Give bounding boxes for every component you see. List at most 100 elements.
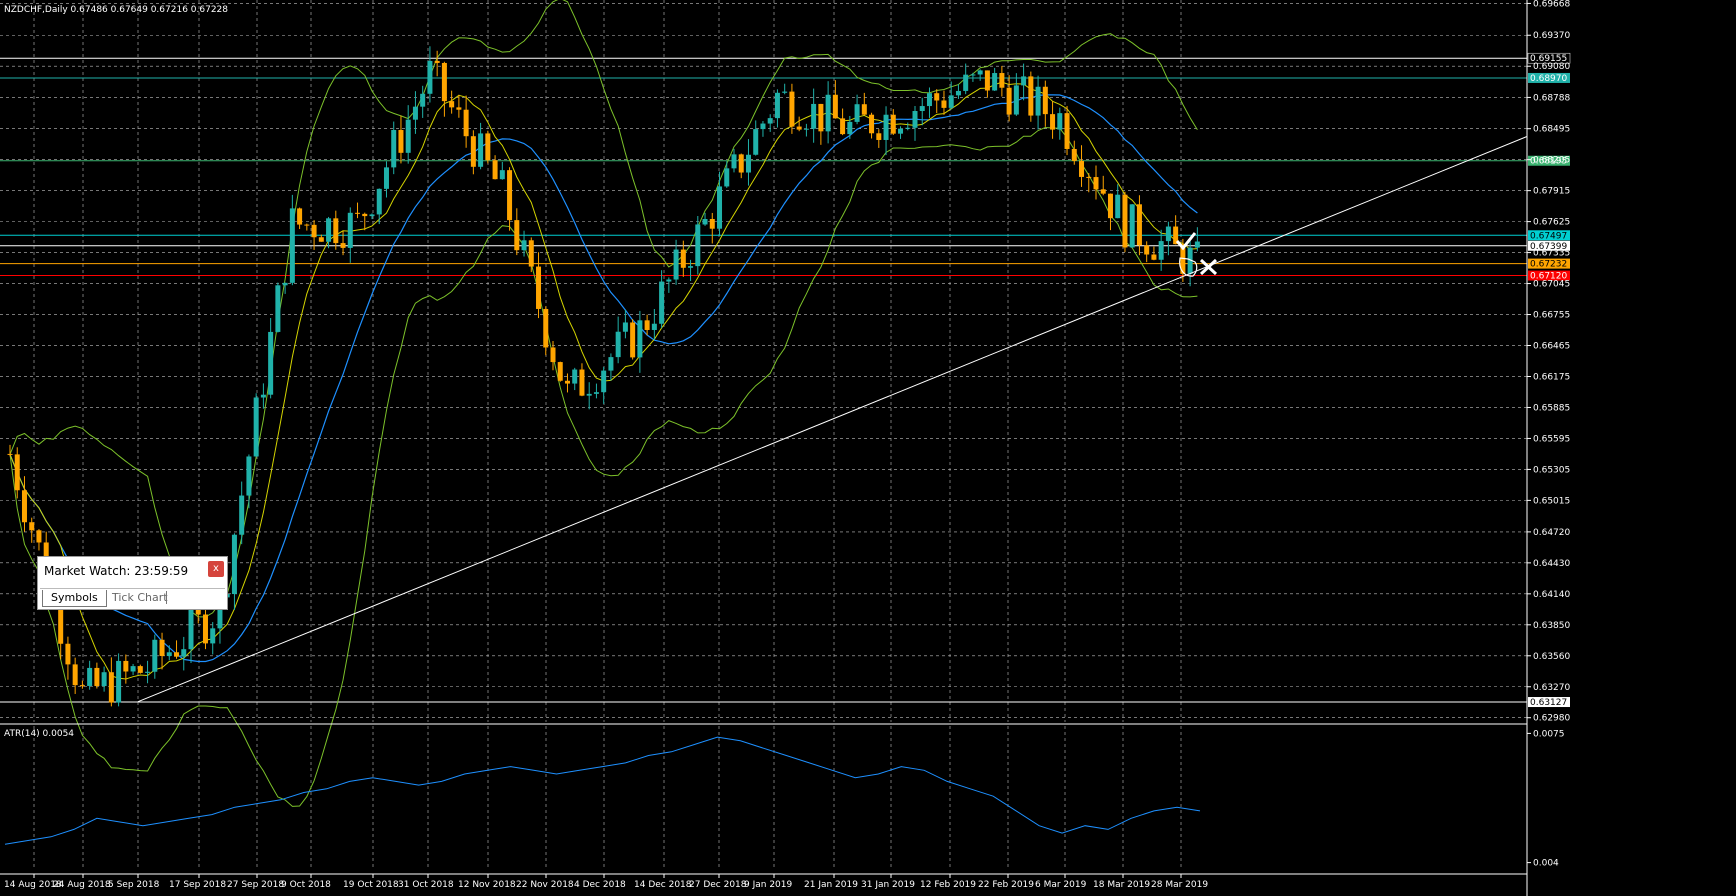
candle-body <box>579 369 585 396</box>
price-tag-label: 0.68195 <box>1530 157 1567 167</box>
price-tag-label: 0.67497 <box>1530 231 1567 241</box>
trendline[interactable] <box>137 136 1528 703</box>
candle-body <box>1158 241 1164 260</box>
close-button[interactable]: x <box>208 561 224 577</box>
candle-body <box>398 130 404 153</box>
candle-body <box>1165 226 1171 242</box>
candle-body <box>369 214 375 217</box>
y-tick-label: 0.62980 <box>1533 714 1570 724</box>
y-tick-label: 0.66755 <box>1533 311 1570 321</box>
candle-body <box>297 208 303 225</box>
atr-panel <box>4 736 1201 845</box>
candle-body <box>166 652 172 656</box>
candle-body <box>717 186 723 229</box>
tab-symbols[interactable]: Symbols <box>42 590 107 607</box>
candle-body <box>260 394 266 398</box>
candle-body <box>362 213 368 217</box>
candle-body <box>499 170 505 180</box>
y-tick-label: 0.69370 <box>1533 31 1570 41</box>
x-tick-label: 9 Oct 2018 <box>281 880 331 890</box>
candle-body <box>246 456 252 496</box>
x-tick-label: 22 Feb 2019 <box>978 880 1034 890</box>
x-tick-label: 19 Oct 2018 <box>343 880 399 890</box>
candle-body <box>984 70 990 91</box>
candle-body <box>709 218 715 229</box>
y-tick-label: 0.67625 <box>1533 218 1570 228</box>
x-tick-label: 24 Aug 2018 <box>53 880 111 890</box>
price-tag <box>1528 230 1570 241</box>
candle-body <box>58 595 64 644</box>
candle-body <box>1144 245 1150 255</box>
candle-body <box>376 188 382 215</box>
atr-tick-label: 0.0075 <box>1533 729 1565 739</box>
candle-body <box>239 495 245 535</box>
candle-body <box>174 652 180 657</box>
candle-body <box>441 62 447 102</box>
chart-title: NZDCHF,Daily 0.67486 0.67649 0.67216 0.6… <box>4 5 228 15</box>
y-tick-label: 0.65015 <box>1533 496 1570 506</box>
candle-body <box>753 129 759 155</box>
tab-tick-chart[interactable]: Tick Chart <box>112 591 168 604</box>
trendline-segment[interactable] <box>137 136 1528 703</box>
price-tag <box>1528 258 1570 269</box>
candle-body <box>782 91 788 93</box>
candle-body <box>152 639 158 672</box>
price-tag <box>1528 697 1570 708</box>
candle-body <box>854 104 860 122</box>
candle-body <box>767 118 773 124</box>
candle-body <box>847 121 853 135</box>
close-icon[interactable] <box>1199 258 1218 276</box>
candle-body <box>318 237 324 242</box>
x-tick-label: 6 Mar 2019 <box>1035 880 1087 890</box>
candle-body <box>311 224 317 238</box>
candle-body <box>1050 114 1056 130</box>
candle-body <box>492 160 498 180</box>
x-tick-label: 27 Sep 2018 <box>227 880 284 890</box>
y-tick-label: 0.69080 <box>1533 62 1570 72</box>
candle-body <box>420 93 426 107</box>
y-tick-label: 0.65885 <box>1533 403 1570 413</box>
candle-body <box>912 111 918 128</box>
candle-body <box>550 347 556 363</box>
candle-body <box>811 103 817 129</box>
candle-body <box>36 530 42 543</box>
candle-body <box>615 331 621 358</box>
y-tick-label: 0.64430 <box>1533 559 1570 569</box>
candle-body <box>724 168 730 187</box>
candle-body <box>1086 176 1092 178</box>
candle-body <box>1180 244 1186 274</box>
candle-body <box>449 101 455 108</box>
market-watch-tabs: Symbols Tick Chart <box>40 588 225 607</box>
candle-body <box>688 266 694 268</box>
candle-body <box>340 243 346 248</box>
candle-body <box>1129 204 1135 248</box>
atr-tick-label: 0.004 <box>1533 859 1559 869</box>
candle-body <box>1194 241 1200 248</box>
candle-body <box>412 106 418 120</box>
atr-title: ATR(14) 0.0054 <box>4 729 74 739</box>
x-tick-label: 4 Dec 2018 <box>574 880 626 890</box>
x-tick-label: 12 Nov 2018 <box>458 880 516 890</box>
candle-body <box>999 73 1005 88</box>
candle-body <box>470 136 476 167</box>
x-tick-label: 5 Sep 2018 <box>108 880 160 890</box>
price-tag <box>1528 72 1570 83</box>
candle-body <box>1136 204 1142 246</box>
y-tick-label: 0.63270 <box>1533 683 1570 693</box>
candle-body <box>326 218 332 242</box>
candle-body <box>601 370 607 393</box>
market-watch-window[interactable]: Market Watch: 23:59:59 x Symbols Tick Ch… <box>37 556 228 610</box>
candle-body <box>72 664 78 686</box>
x-tick-label: 17 Sep 2018 <box>169 880 226 890</box>
y-tick-label: 0.63850 <box>1533 621 1570 631</box>
candle-body <box>195 609 201 615</box>
candle-body <box>738 154 744 173</box>
candle-body <box>536 266 542 309</box>
y-tick-label: 0.68495 <box>1533 125 1570 135</box>
candle-body <box>557 362 563 381</box>
candle-body <box>514 220 520 251</box>
candle-body <box>1079 160 1085 177</box>
market-watch-title: Market Watch: 23:59:59 <box>44 564 189 578</box>
candle-body <box>666 279 672 282</box>
